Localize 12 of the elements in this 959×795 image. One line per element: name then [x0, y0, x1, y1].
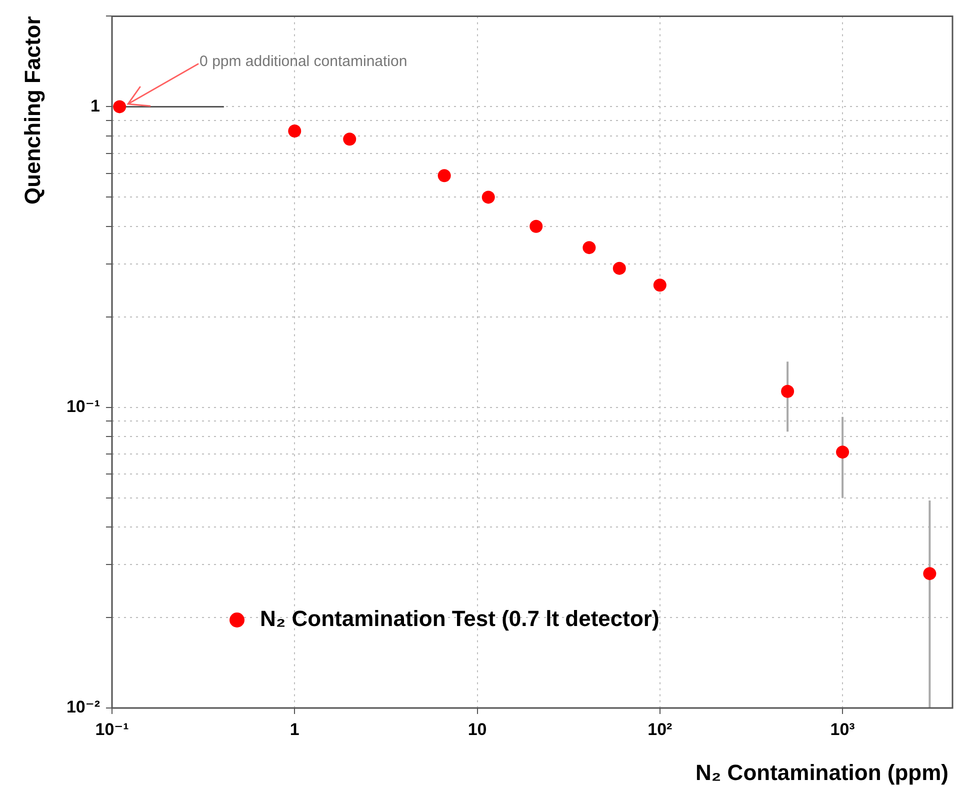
legend-label: N₂ Contamination Test (0.7 lt detector): [260, 606, 660, 632]
annotation: 0 ppm additional contamination: [200, 52, 408, 70]
x-tick-label: 10³: [830, 720, 856, 739]
x-tick-label: 10²: [648, 720, 673, 739]
y-axis-title: Quenching Factor: [20, 16, 45, 204]
x-tick-label: 10⁻¹: [95, 720, 130, 739]
y-tick-label: 10⁻¹: [66, 397, 100, 416]
y-tick-label: 10⁻²: [66, 698, 100, 717]
y-tick-label: 1: [90, 96, 100, 116]
x-tick-label: 1: [290, 720, 300, 739]
x-axis-title: N₂ Contamination (ppm): [696, 760, 948, 785]
x-tick-label: 10: [468, 720, 487, 739]
